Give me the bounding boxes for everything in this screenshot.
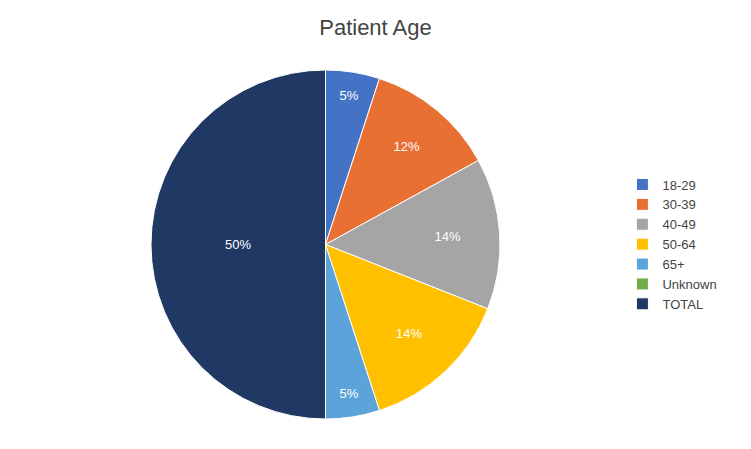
svg-text:50-64: 50-64: [662, 237, 695, 252]
svg-text:18-29: 18-29: [662, 178, 695, 193]
svg-text:TOTAL: TOTAL: [662, 297, 703, 312]
svg-text:Unknown: Unknown: [662, 277, 716, 292]
svg-text:Patient Age: Patient Age: [319, 15, 432, 40]
svg-text:14%: 14%: [396, 326, 422, 341]
svg-text:40-49: 40-49: [662, 217, 695, 232]
svg-text:30-39: 30-39: [662, 197, 695, 212]
svg-text:5%: 5%: [339, 88, 358, 103]
svg-text:50%: 50%: [225, 237, 251, 252]
svg-text:12%: 12%: [394, 139, 420, 154]
svg-text:14%: 14%: [434, 229, 460, 244]
svg-text:5%: 5%: [339, 386, 358, 401]
svg-text:65+: 65+: [662, 257, 684, 272]
